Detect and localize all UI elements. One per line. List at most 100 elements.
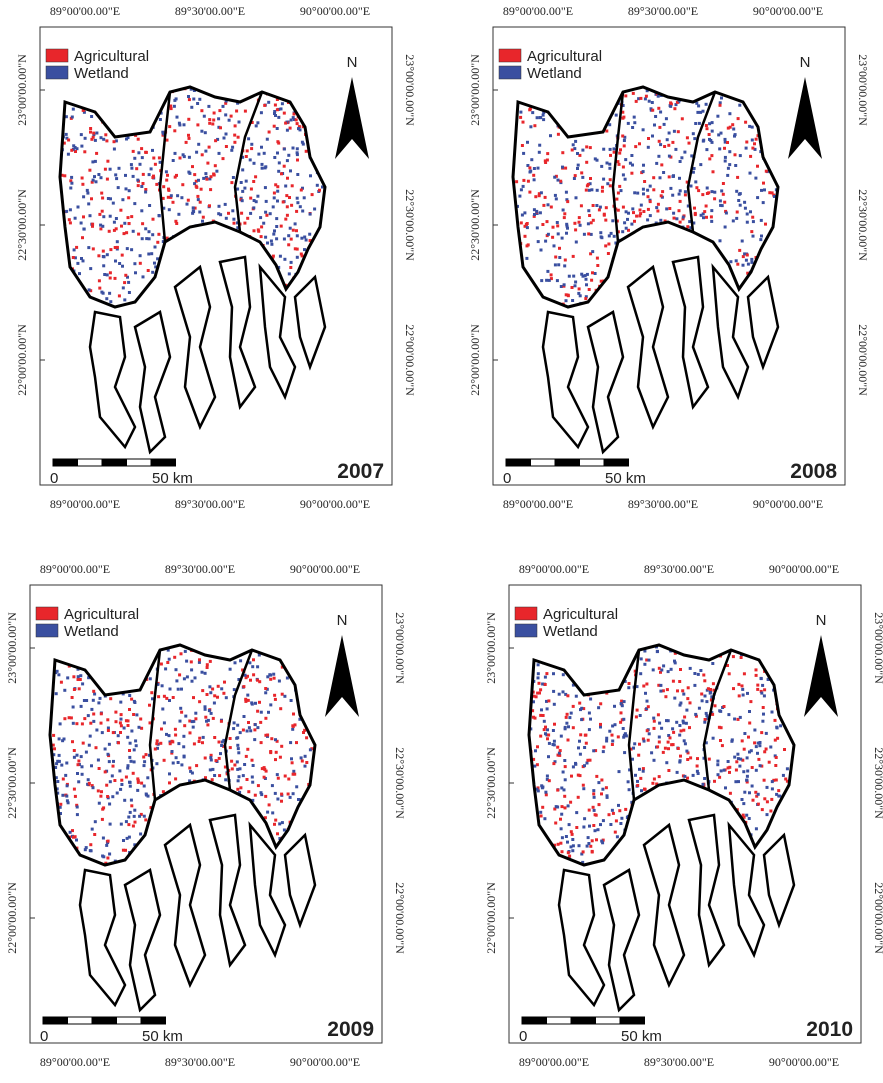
land-pixel [713, 251, 716, 254]
land-pixel [144, 191, 147, 194]
land-pixel [536, 116, 539, 119]
land-pixel [245, 155, 248, 158]
land-pixel [717, 260, 720, 263]
land-pixel [115, 217, 118, 220]
land-pixel [533, 765, 536, 768]
land-pixel [611, 734, 614, 737]
land-pixel [783, 653, 786, 656]
land-pixel [115, 177, 118, 180]
land-pixel [542, 118, 545, 121]
land-pixel [660, 194, 663, 197]
land-pixel [210, 233, 213, 236]
land-pixel [578, 221, 581, 224]
land-pixel [53, 747, 56, 750]
top-lon-label: 89°00'00.00"E [503, 4, 573, 18]
land-pixel [608, 167, 611, 170]
land-pixel [601, 190, 604, 193]
land-pixel [128, 674, 131, 677]
land-pixel [696, 765, 699, 768]
land-pixel [680, 787, 683, 790]
land-pixel [133, 700, 136, 703]
land-pixel [563, 264, 566, 267]
land-pixel [692, 856, 695, 859]
land-pixel [598, 127, 601, 130]
land-pixel [172, 819, 175, 822]
land-pixel [756, 165, 759, 168]
land-pixel [624, 808, 627, 811]
land-pixel [659, 850, 662, 853]
land-pixel [245, 806, 248, 809]
land-pixel [680, 156, 683, 159]
land-pixel [109, 697, 112, 700]
land-pixel [546, 102, 549, 105]
land-pixel [199, 243, 202, 246]
land-pixel [533, 167, 536, 170]
land-pixel [104, 748, 107, 751]
land-pixel [153, 262, 156, 265]
legend-label: Agricultural [527, 48, 602, 65]
land-pixel [779, 687, 782, 690]
land-pixel [252, 673, 255, 676]
land-pixel [686, 758, 689, 761]
land-pixel [537, 240, 540, 243]
land-pixel [740, 656, 743, 659]
land-pixel [619, 284, 622, 287]
land-pixel [665, 289, 668, 292]
island-outline [125, 870, 160, 1010]
left-lat-label: 22°30'00.00"N [468, 189, 482, 261]
land-pixel [668, 132, 671, 135]
land-pixel [718, 147, 721, 150]
land-pixel [531, 111, 534, 114]
land-pixel [552, 729, 555, 732]
land-pixel [218, 152, 221, 155]
scale-segment [102, 459, 127, 466]
land-pixel [139, 306, 142, 309]
land-pixel [206, 723, 209, 726]
land-pixel [283, 112, 286, 115]
land-pixel [147, 849, 150, 852]
land-pixel [711, 190, 714, 193]
land-pixel [121, 254, 124, 257]
land-pixel [517, 255, 520, 258]
land-pixel [232, 650, 235, 653]
land-pixel [314, 93, 317, 96]
land-pixel [166, 174, 169, 177]
land-pixel [667, 144, 670, 147]
land-pixel [635, 100, 638, 103]
land-pixel [77, 675, 80, 678]
land-pixel [760, 189, 763, 192]
land-pixel [545, 672, 548, 675]
land-pixel [67, 139, 70, 142]
land-pixel [224, 246, 227, 249]
land-pixel [234, 94, 237, 97]
land-pixel [118, 681, 121, 684]
land-pixel [150, 691, 153, 694]
land-pixel [763, 688, 766, 691]
land-pixel [80, 133, 83, 136]
land-pixel [727, 760, 730, 763]
land-pixel [521, 144, 524, 147]
land-pixel [56, 858, 59, 861]
land-pixel [619, 850, 622, 853]
land-pixel [610, 232, 613, 235]
land-pixel [559, 115, 562, 118]
scale-segment [68, 1017, 93, 1024]
land-pixel [197, 179, 200, 182]
land-pixel [538, 853, 541, 856]
land-pixel [685, 709, 688, 712]
land-pixel [575, 241, 578, 244]
land-pixel [763, 143, 766, 146]
land-pixel [668, 207, 671, 210]
land-pixel [225, 133, 228, 136]
land-pixel [177, 688, 180, 691]
land-pixel [148, 204, 151, 207]
land-pixel [529, 170, 532, 173]
land-pixel [183, 812, 186, 815]
land-pixel [624, 262, 627, 265]
land-pixel [601, 841, 604, 844]
land-pixel [254, 794, 257, 797]
land-pixel [649, 200, 652, 203]
land-pixel [589, 146, 592, 149]
land-pixel [265, 214, 268, 217]
land-pixel [239, 659, 242, 662]
